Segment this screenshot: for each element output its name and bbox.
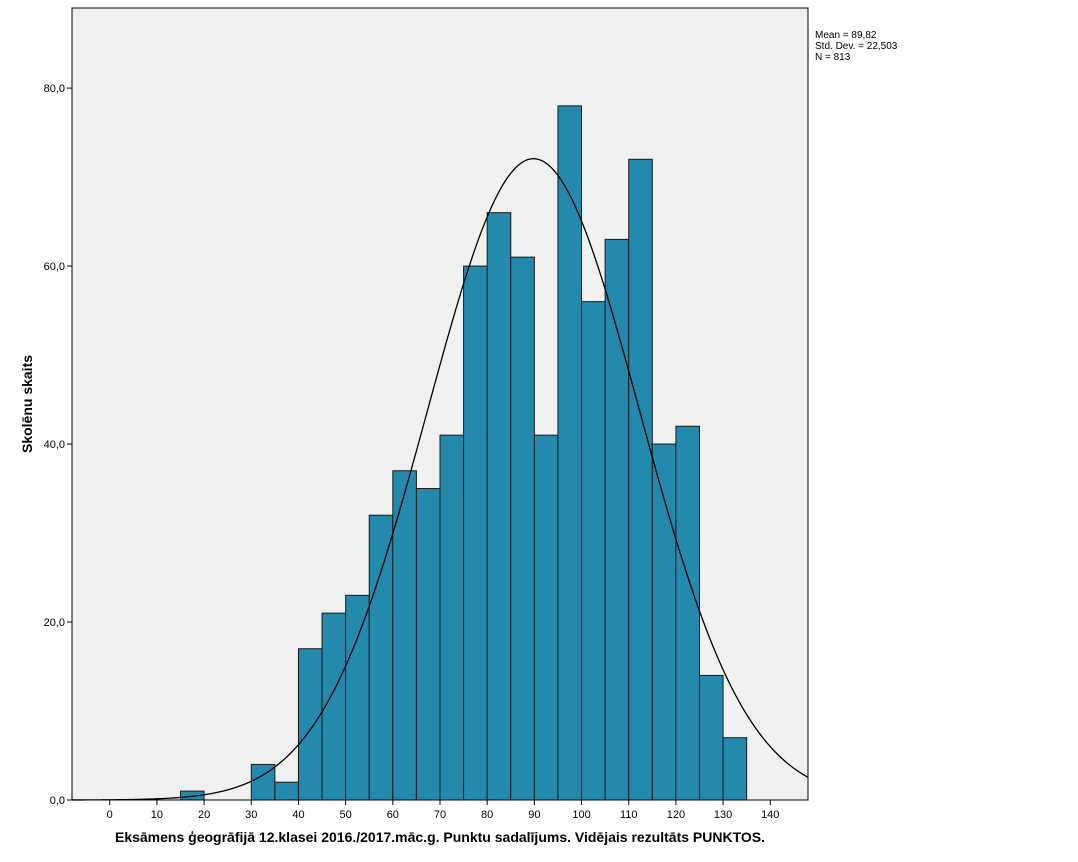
stats-n: N = 813	[815, 52, 851, 63]
histogram-bar	[415, 488, 441, 801]
y-axis-title: Skolēnu skaits	[19, 355, 35, 453]
x-tick-label: 100	[572, 809, 590, 821]
histogram-bar	[581, 301, 606, 801]
histogram-bar	[297, 648, 323, 801]
x-tick-label: 60	[387, 809, 399, 821]
histogram-bar	[604, 238, 630, 801]
y-tick-label: 60,0	[44, 261, 65, 273]
x-tick-label: 20	[198, 809, 210, 821]
x-tick-label: 130	[714, 809, 732, 821]
histogram-bar	[486, 212, 512, 801]
histogram-bar	[533, 434, 559, 801]
x-tick-label: 120	[667, 809, 685, 821]
normal-curve	[71, 158, 809, 801]
histogram-bars	[180, 105, 748, 801]
histogram-bar	[439, 434, 465, 801]
y-tick-label: 80,0	[44, 83, 65, 95]
histogram-bar	[510, 256, 535, 801]
x-tick-label: 70	[434, 809, 446, 821]
x-tick-label: 30	[245, 809, 257, 821]
x-tick-label: 40	[292, 809, 304, 821]
x-tick-label: 0	[107, 809, 113, 821]
y-tick-label: 20,0	[44, 617, 65, 629]
histogram-bar	[345, 594, 370, 801]
histogram-bar	[557, 105, 583, 801]
y-axis-ticks: 0,0 20,0 40,0 60,0 80,0	[44, 83, 72, 807]
histogram-bar	[698, 674, 724, 801]
x-tick-label: 10	[151, 809, 163, 821]
histogram-bar	[722, 737, 748, 801]
histogram-bar	[675, 425, 700, 801]
histogram-bar	[463, 265, 488, 801]
stats-mean: Mean = 89,82	[815, 30, 877, 41]
x-axis-ticks: 0 10 20 30 40 50 60 70 80 90 100 110 120 130 140	[107, 800, 779, 821]
x-tick-label: 110	[620, 809, 638, 821]
y-tick-label: 40,0	[44, 439, 65, 451]
histogram-bar	[368, 514, 394, 801]
histogram-bar	[274, 781, 299, 801]
stats-legend: Mean = 89,82 Std. Dev. = 22,503 N = 813	[815, 30, 897, 63]
histogram-bar	[628, 158, 653, 801]
x-axis-title: Eksāmens ģeogrāfijā 12.klasei 2016./2017…	[115, 829, 765, 845]
x-tick-label: 80	[481, 809, 493, 821]
y-tick-label: 0,0	[50, 795, 65, 807]
stats-std-dev: Std. Dev. = 22,503	[815, 41, 898, 52]
x-tick-label: 50	[340, 809, 352, 821]
x-tick-label: 90	[528, 809, 540, 821]
x-tick-label: 140	[761, 809, 779, 821]
